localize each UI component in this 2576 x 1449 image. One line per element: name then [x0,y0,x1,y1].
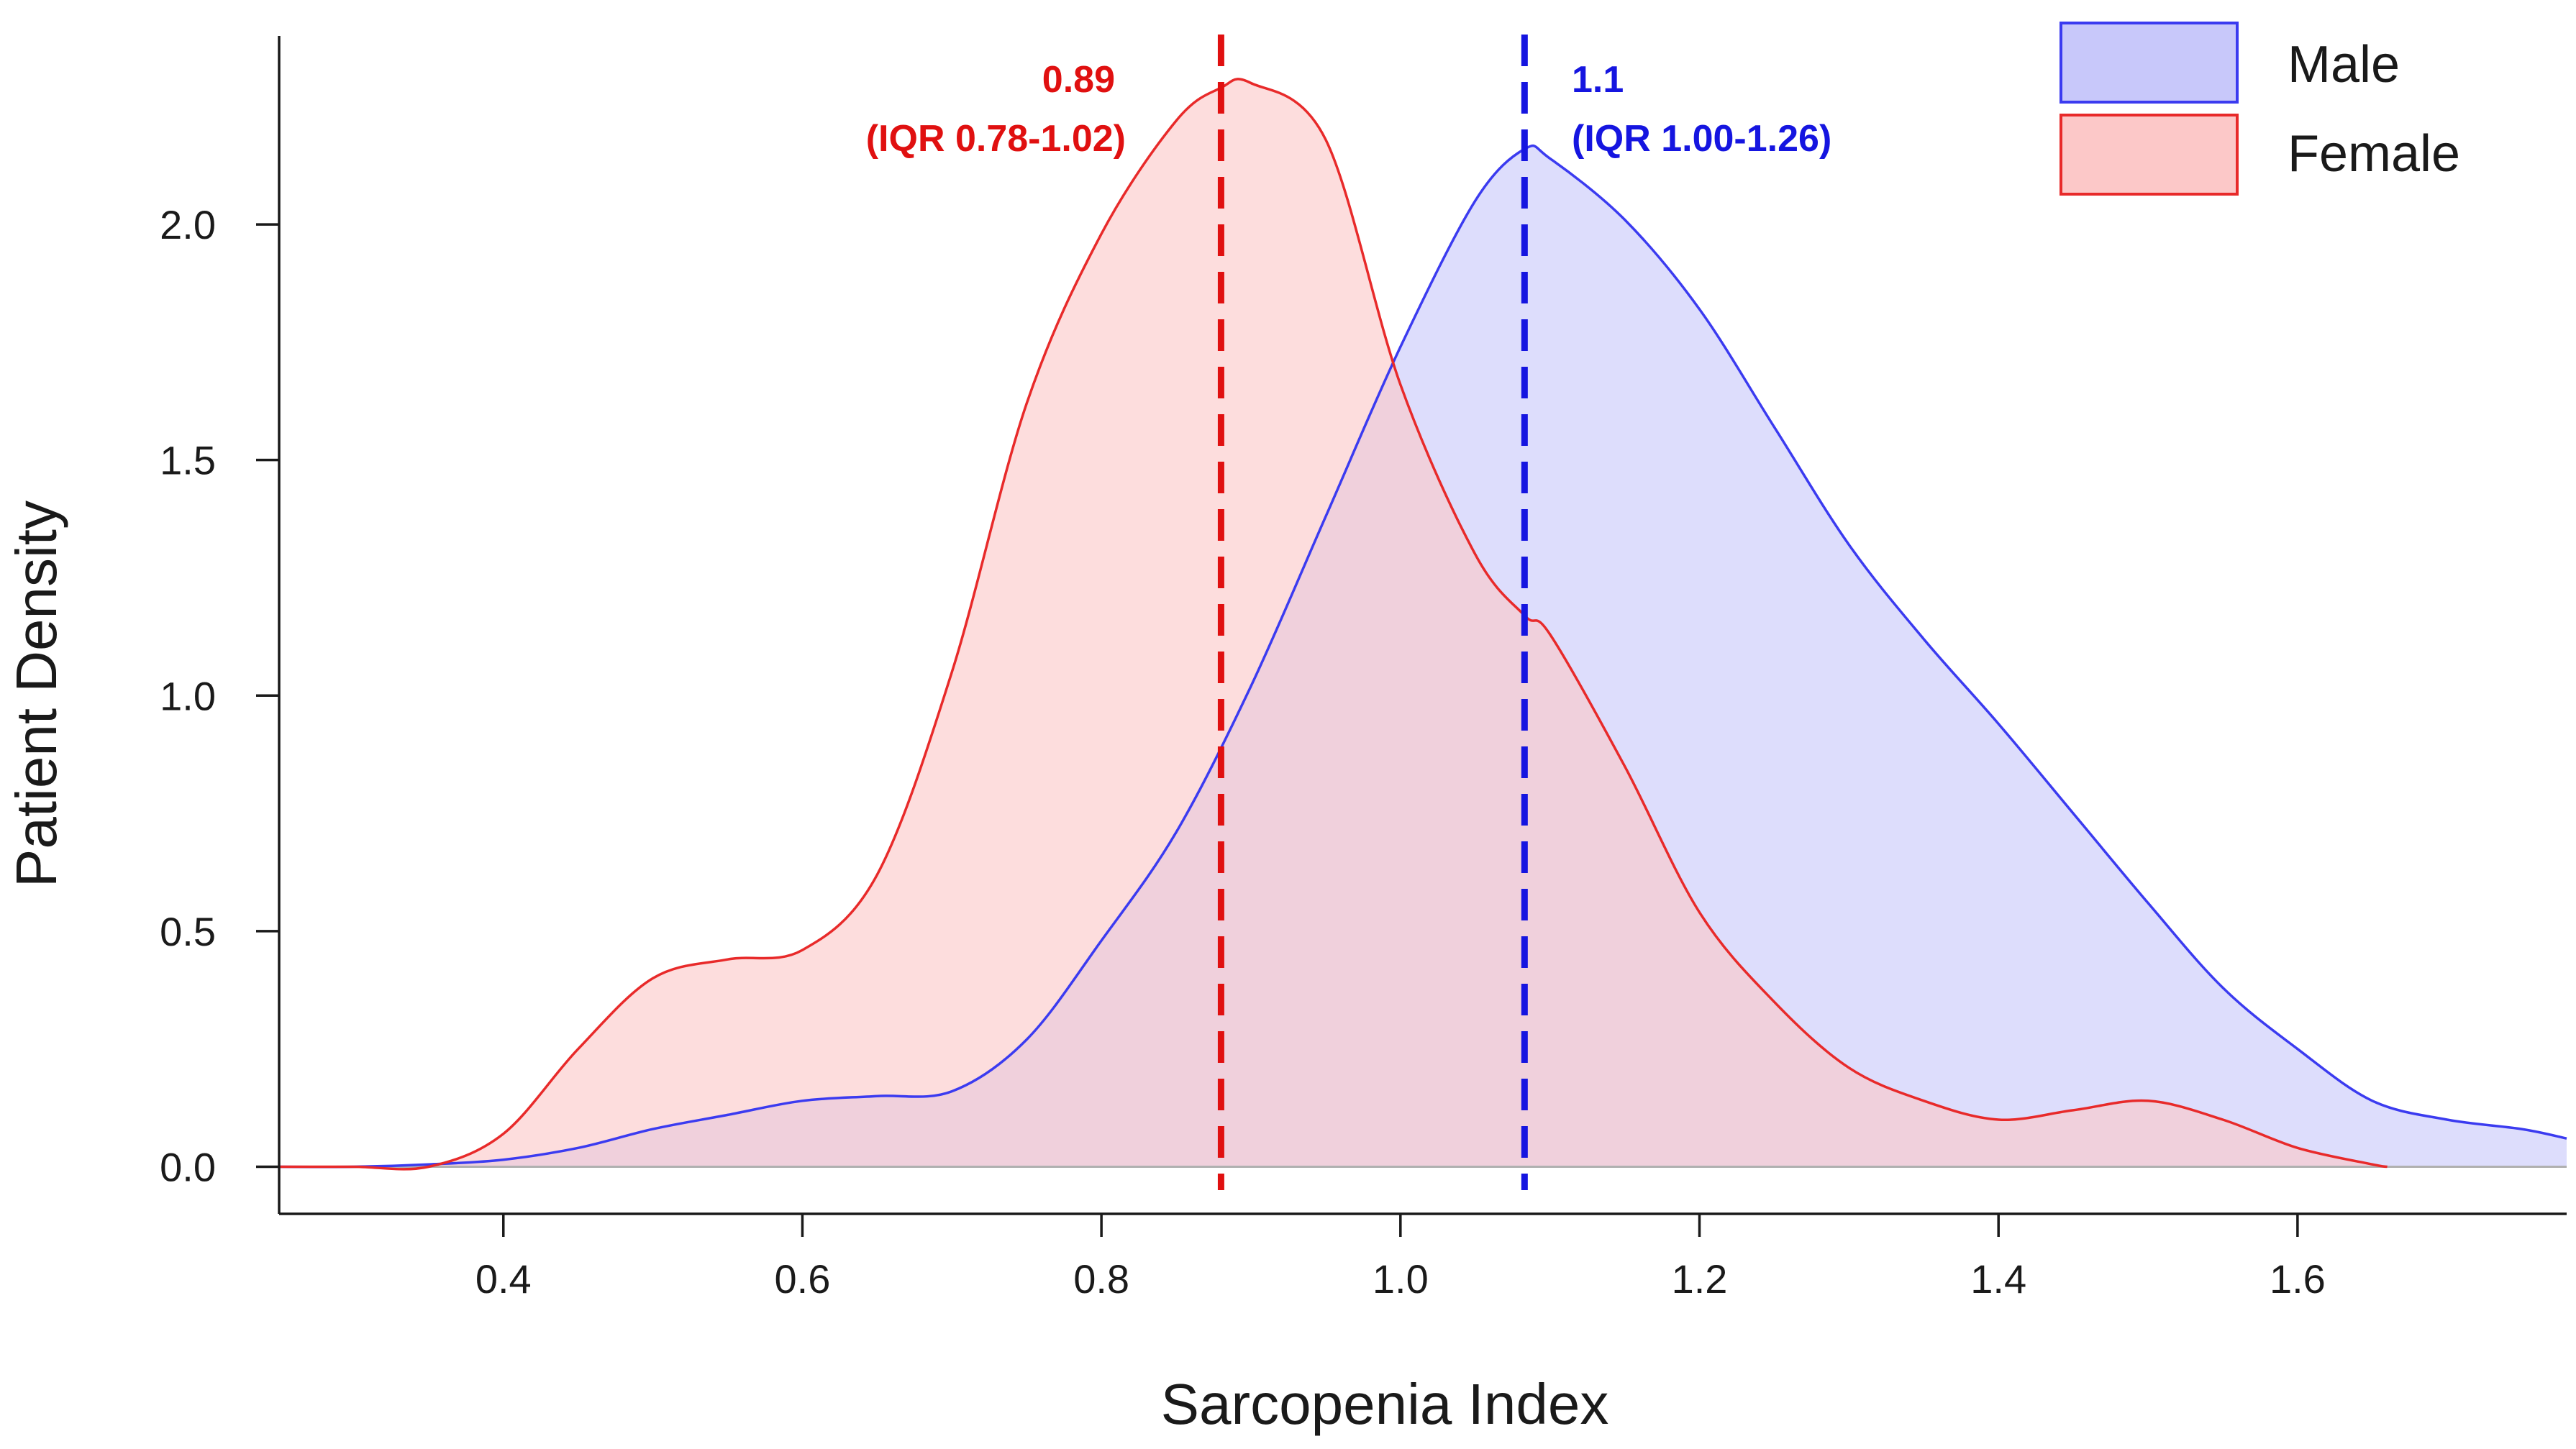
male-median-value: 1.1 [1572,59,1624,101]
legend-label-male: Male [2288,36,2400,93]
density-line-female [279,78,2388,1171]
x-tick-label: 1.0 [1373,1256,1429,1302]
y-axis-title: Patient Density [4,500,68,887]
female-median-iqr: (IQR 0.78-1.02) [866,118,1126,160]
density-line-male [278,144,2567,1169]
legend: Male Female [2060,22,2460,196]
x-axis-title: Sarcopenia Index [1161,1372,1609,1436]
y-tick-label: 0.5 [160,909,216,954]
male-median-annotation: 1.1 (IQR 1.00-1.26) [1572,59,1831,160]
legend-label-female: Female [2288,125,2460,183]
x-tick-label: 1.6 [2270,1256,2326,1302]
y-tick-label: 0.0 [160,1144,216,1189]
density-area-female [279,78,2388,1169]
female-median-annotation: 0.89 (IQR 0.78-1.02) [866,59,1126,160]
x-tick-label: 0.4 [475,1256,532,1302]
legend-swatch-male [2060,22,2239,104]
y-tick-label: 2.0 [160,202,216,247]
female-median-value: 0.89 [1042,59,1115,101]
x-tick-label: 1.4 [1970,1256,2026,1302]
legend-swatch-female [2060,114,2239,196]
male-median-iqr: (IQR 1.00-1.26) [1572,118,1831,160]
y-tick-label: 1.5 [160,438,216,483]
x-tick-label: 1.2 [1672,1256,1728,1302]
x-tick-label: 0.6 [775,1256,831,1302]
x-tick-label: 0.8 [1073,1256,1129,1302]
y-tick-label: 1.0 [160,673,216,718]
